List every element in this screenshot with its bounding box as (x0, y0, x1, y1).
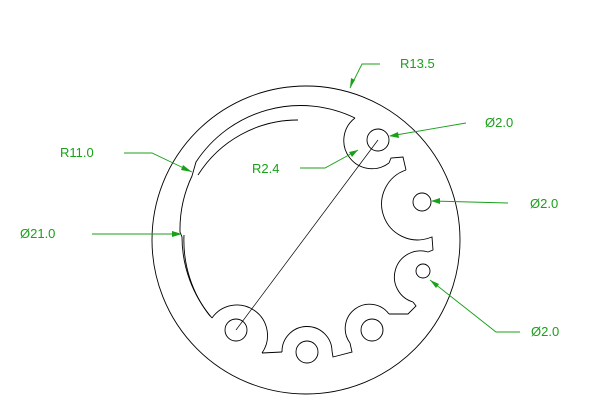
inner-wall-offset (197, 119, 299, 176)
notch-top-right (388, 156, 407, 171)
arrow-outer-radius (350, 78, 355, 88)
leader-hole-right (431, 200, 509, 204)
diagonal-line (235, 139, 379, 331)
scallop-right (381, 169, 430, 241)
part-geometry (151, 85, 461, 395)
leader-scallop-radius (300, 149, 359, 169)
scallop-bottom-left (211, 304, 268, 354)
leader-outer-radius (349, 63, 380, 89)
label-scallop-radius: R2.4 (252, 161, 279, 176)
scallop-bottom-right (344, 303, 390, 344)
label-hole-top: Ø2.0 (485, 115, 513, 130)
bottom-wall (261, 351, 283, 354)
label-inner-radius: R11.0 (60, 145, 94, 160)
arrow-hole-top (389, 132, 399, 138)
label-hole-lower-right: Ø2.0 (531, 324, 559, 339)
arrow-inner-radius (181, 165, 192, 172)
scallop-bottom (281, 326, 333, 353)
hole-bottom (295, 340, 319, 364)
leader-hole-top (389, 122, 467, 137)
label-outer-diameter: Ø21.0 (20, 226, 55, 241)
arrow-scallop-radius (349, 150, 358, 157)
inner-boundary (179, 105, 356, 319)
arrow-hole-lower-right (430, 280, 439, 288)
leader-inner-radius (124, 152, 193, 173)
arrow-hole-right (431, 198, 440, 204)
hole-top (366, 128, 390, 152)
arrow-outer-diameter (172, 231, 182, 237)
scallop-top (343, 117, 390, 170)
hole-right (412, 192, 432, 212)
hole-bottom-right (360, 318, 384, 342)
outer-circle (151, 85, 461, 395)
dimensions: R13.5 R11.0 Ø21.0 R2.4 Ø2.0 Ø2.0 Ø2.0 (20, 56, 559, 339)
label-outer-radius: R13.5 (400, 56, 435, 71)
notch-lower-right (389, 301, 417, 315)
leader-hole-lower-right (429, 279, 520, 333)
hole-lower-right (415, 263, 431, 279)
notch-bottom (331, 342, 353, 358)
scallop-lower-right (393, 250, 429, 303)
notch-right (427, 236, 434, 253)
inner-wall-offset-left (183, 234, 211, 317)
label-hole-right: Ø2.0 (530, 196, 558, 211)
hole-bottom-left (224, 318, 248, 342)
